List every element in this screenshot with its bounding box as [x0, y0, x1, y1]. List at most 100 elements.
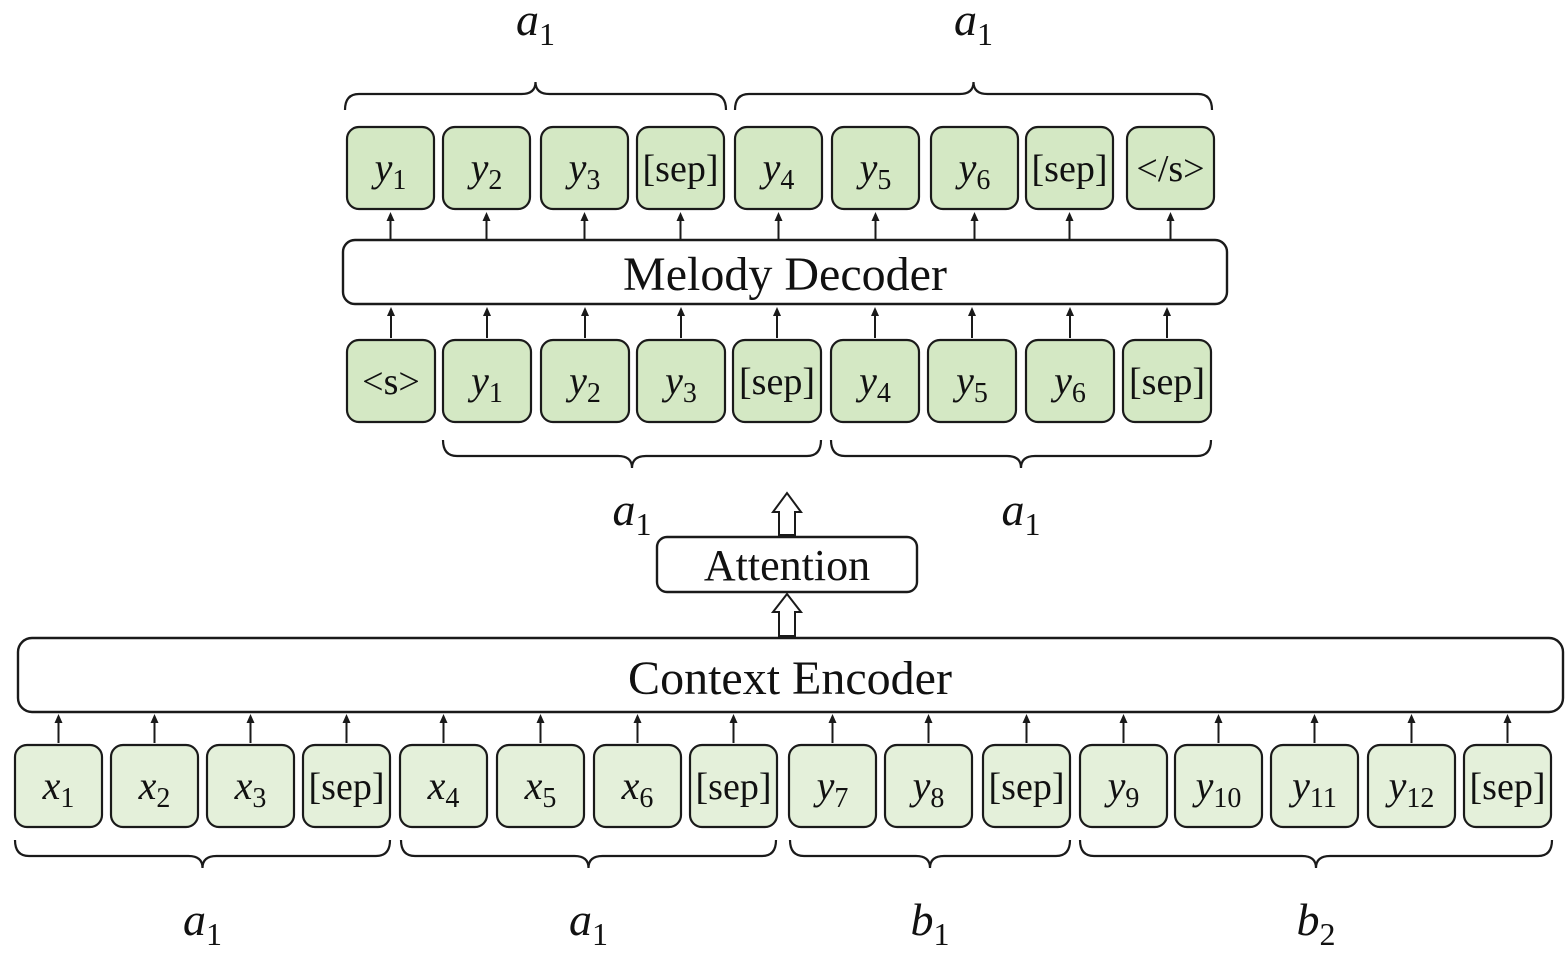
context-token-subscript: 5 — [542, 783, 556, 814]
decoder-input-token-base: y — [952, 358, 974, 403]
decoder-output-token-base: [sep] — [1032, 148, 1108, 190]
decoder-output-token-box — [929, 125, 1020, 211]
context-arrow — [536, 714, 545, 743]
context-arrow — [54, 714, 63, 743]
decoder-output-arrow — [1166, 212, 1175, 240]
context-token: x3 — [205, 743, 296, 829]
decoder-output-token-label: [sep] — [643, 148, 719, 190]
decoder-input-token-subscript: 5 — [974, 378, 988, 409]
decoder-input-token: y6 — [1024, 338, 1116, 424]
context-token-subscript: 8 — [930, 783, 944, 814]
mid-brace: a1 — [441, 439, 823, 542]
context-token-label: y12 — [1385, 763, 1435, 814]
context-token-label: y10 — [1192, 763, 1242, 814]
bottom-brace-subscript: 1 — [592, 916, 608, 952]
decoder-output-token-box — [345, 125, 436, 211]
decoder-input-token-subscript: 1 — [489, 378, 503, 409]
context-token: y7 — [787, 743, 878, 829]
decoder-input-token: <s> — [345, 338, 437, 424]
decoder-input-token-label: y4 — [855, 358, 891, 409]
context-arrow — [1119, 714, 1128, 743]
decoder-output-token-base: y — [565, 145, 587, 190]
decoder-input-token-box — [441, 338, 533, 424]
top-brace-label: a1 — [954, 0, 993, 52]
mid-brace-base: a — [1002, 484, 1025, 535]
decoder-output-token-label: y3 — [565, 145, 601, 196]
context-token: [sep] — [1462, 743, 1553, 829]
context-token-box — [205, 743, 296, 829]
decoder-output-token: y3 — [539, 125, 630, 211]
decoder-output-token: y2 — [441, 125, 532, 211]
decoder-output-token-label: [sep] — [1032, 148, 1108, 190]
decoder-input-arrow — [483, 307, 491, 338]
context-token-base: y — [1288, 763, 1310, 808]
context-token-label: x5 — [524, 763, 557, 814]
bottom-brace-base: b — [1297, 894, 1320, 945]
decoder-input-tokens: <s> y1 y2 y3 [sep] y4 y5 y6 [sep] — [345, 338, 1213, 424]
context-token-base: y — [813, 763, 835, 808]
bottom-brace-label: b2 — [1297, 894, 1336, 952]
context-token: [sep] — [688, 743, 779, 829]
context-arrow — [439, 714, 448, 743]
melody-decoder-label: Melody Decoder — [623, 248, 947, 301]
attention-box — [655, 535, 919, 594]
bottom-brace-path — [1078, 839, 1554, 869]
context-token-label: x6 — [621, 763, 654, 814]
decoder-input-token-label: y1 — [467, 358, 503, 409]
decoder-output-token-box — [1125, 125, 1216, 211]
context-token-box — [1173, 743, 1264, 829]
context-arrow — [729, 714, 738, 743]
context-token-subscript: 10 — [1213, 783, 1241, 814]
decoder-input-token-subscript: 2 — [587, 378, 601, 409]
context-token-box — [1366, 743, 1457, 829]
decoder-input-arrow — [387, 307, 395, 338]
decoder-input-token: [sep] — [731, 338, 823, 424]
context-token-label: y8 — [909, 763, 945, 814]
context-token: x1 — [13, 743, 104, 829]
bottom-brace: a1 — [13, 839, 392, 952]
bottom-brace-subscript: 1 — [934, 916, 950, 952]
decoder-input-token-base: y — [1050, 358, 1072, 403]
context-token-label: x1 — [42, 763, 75, 814]
context-token-subscript: 1 — [60, 783, 74, 814]
context-token-base: y — [1385, 763, 1407, 808]
decoder-input-arrow — [968, 307, 976, 338]
context-token-box — [1462, 743, 1553, 829]
context-token-label: [sep] — [309, 766, 385, 808]
top-brace-subscript: 1 — [539, 16, 555, 52]
hollow-arrow-attention-to-decoder — [771, 491, 803, 536]
bottom-brace-path — [13, 839, 392, 869]
decoder-output-token-subscript: 6 — [976, 165, 990, 196]
context-token-box — [398, 743, 489, 829]
bottom-brace-path — [788, 839, 1072, 869]
mid-brace-subscript: 1 — [1025, 506, 1041, 542]
context-token-subscript: 7 — [834, 783, 848, 814]
context-token-base: x — [138, 763, 157, 808]
context-arrow — [1407, 714, 1416, 743]
bottom-brace-subscript: 1 — [206, 916, 222, 952]
decoder-input-token-box — [345, 338, 437, 424]
mid-brace: a1 — [829, 439, 1213, 542]
context-token: x2 — [109, 743, 200, 829]
decoder-output-tokens: y1 y2 y3 [sep] y4 y5 y6 [sep] </s> — [345, 125, 1216, 211]
context-token-label: [sep] — [989, 766, 1065, 808]
top-brace: a1 — [343, 0, 728, 111]
decoder-output-token-box — [635, 125, 726, 211]
context-token-box — [1269, 743, 1360, 829]
context-token: x6 — [592, 743, 683, 829]
decoder-output-token: y5 — [830, 125, 921, 211]
decoder-output-arrow — [871, 212, 880, 240]
decoder-output-arrow — [970, 212, 979, 240]
context-token-label: x3 — [234, 763, 267, 814]
decoder-input-token-base: [sep] — [739, 361, 815, 403]
context-token-label: [sep] — [696, 766, 772, 808]
decoder-input-token-subscript: 4 — [877, 378, 891, 409]
decoder-output-token-label: y2 — [467, 145, 503, 196]
decoder-output-token-subscript: 5 — [877, 165, 891, 196]
decoder-input-token-box — [1024, 338, 1116, 424]
context-token-box — [592, 743, 683, 829]
decoder-output-token-base: y — [955, 145, 977, 190]
decoder-output-arrow — [482, 212, 491, 240]
decoder-output-token-label: y1 — [371, 145, 407, 196]
